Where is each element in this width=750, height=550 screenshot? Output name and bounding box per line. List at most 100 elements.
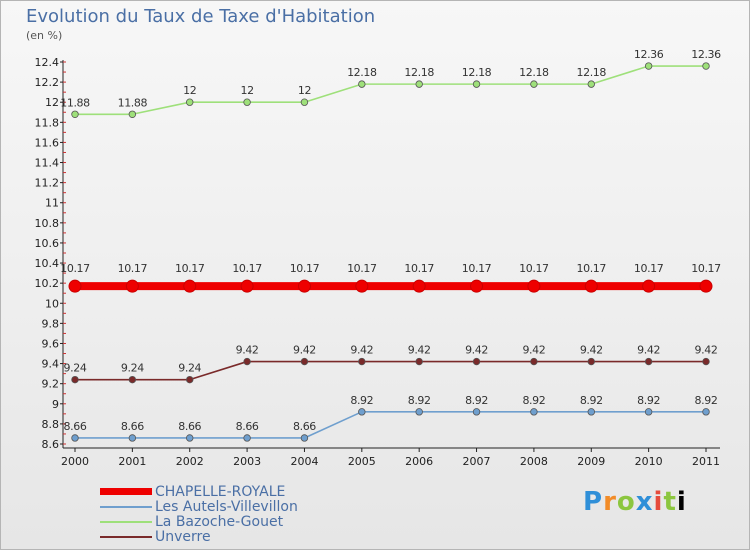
legend-label: CHAPELLE-ROYALE [155, 483, 286, 500]
data-point [472, 408, 481, 416]
data-label: 10.17 [347, 262, 377, 275]
chart-legend: CHAPELLE-ROYALE Les Autels-Villevillon La … [100, 483, 298, 545]
data-label: 12.18 [462, 66, 492, 79]
data-point [587, 357, 595, 366]
series-line [75, 65, 706, 116]
y-tick-label: 9.2 [42, 378, 60, 391]
legend-item: Les Autels-Villevillon [100, 499, 298, 515]
data-label: 10.17 [290, 262, 320, 275]
data-label: 10.17 [577, 262, 607, 275]
logo-letter: r [603, 487, 617, 517]
data-point [472, 80, 481, 88]
x-tick-label: 2005 [348, 455, 376, 468]
data-label: 12 [183, 84, 196, 97]
data-label: 12.18 [577, 66, 607, 79]
data-point [530, 357, 538, 366]
data-label: 9.42 [293, 344, 316, 357]
data-point [183, 279, 197, 293]
y-tick-label: 12.4 [35, 56, 60, 69]
data-point [71, 110, 79, 118]
data-point [702, 62, 710, 70]
legend-swatch [100, 505, 152, 508]
data-point [415, 80, 423, 88]
y-tick-label: 11 [45, 197, 59, 210]
data-label: 9.24 [121, 362, 144, 375]
data-label: 10.17 [232, 262, 262, 275]
data-label: 10.17 [462, 262, 492, 275]
data-point [644, 408, 653, 416]
y-tick-label: 10.8 [35, 217, 60, 230]
data-point [297, 279, 311, 293]
data-label: 9.42 [695, 344, 718, 357]
data-label: 12.36 [634, 48, 664, 61]
x-tick-label: 2001 [118, 455, 146, 468]
data-point [358, 357, 366, 366]
x-tick-label: 2008 [520, 455, 548, 468]
logo-letter: i [676, 487, 687, 517]
legend-item: Unverre [100, 528, 298, 545]
legend-item: La Bazoche-Gouet [100, 514, 298, 530]
data-point [243, 434, 251, 442]
data-label: 9.42 [350, 344, 373, 357]
data-point [243, 357, 251, 366]
data-label: 9.42 [637, 344, 660, 357]
data-label: 9.24 [64, 362, 87, 375]
data-label: 8.66 [293, 420, 316, 433]
y-tick-label: 9.6 [42, 337, 60, 350]
y-tick-label: 10.4 [35, 257, 60, 270]
data-point [644, 62, 653, 70]
data-label: 10.17 [691, 262, 721, 275]
data-point [642, 279, 656, 293]
data-point [587, 408, 595, 416]
data-point [128, 375, 137, 384]
data-label: 9.42 [465, 344, 488, 357]
data-point [71, 375, 79, 384]
logo-letter: P [583, 487, 604, 517]
series-line [75, 411, 706, 439]
data-label: 9.42 [580, 344, 603, 357]
series-line [75, 360, 706, 381]
data-point [300, 357, 309, 366]
data-point [530, 80, 538, 88]
data-label: 8.66 [121, 420, 144, 433]
data-point [71, 434, 79, 442]
data-label: 11.88 [60, 96, 90, 109]
x-tick-label: 2000 [61, 455, 89, 468]
x-tick-label: 2010 [635, 455, 663, 468]
y-axis-unit-label: (en %) [26, 29, 63, 42]
y-tick-label: 9 [52, 398, 59, 411]
data-label: 8.92 [465, 394, 488, 407]
proxiti-logo: Proxiti [583, 487, 687, 517]
data-label: 10.17 [60, 262, 90, 275]
data-label: 10.17 [118, 262, 148, 275]
data-label: 9.42 [522, 344, 545, 357]
data-label: 11.88 [118, 96, 148, 109]
data-point [355, 279, 369, 293]
chart-title: Evolution du Taux de Taxe d'Habitation [26, 6, 376, 27]
data-point [358, 80, 366, 88]
legend-label: Unverre [155, 528, 211, 545]
data-point [470, 279, 484, 293]
data-label: 12.18 [404, 66, 434, 79]
data-point [125, 279, 139, 293]
data-label: 8.66 [178, 420, 201, 433]
data-point [415, 408, 423, 416]
data-label: 12.18 [519, 66, 549, 79]
x-tick-label: 2004 [290, 455, 318, 468]
x-tick-label: 2003 [233, 455, 261, 468]
data-point [702, 357, 710, 366]
data-label: 8.92 [350, 394, 373, 407]
data-label: 12 [240, 84, 253, 97]
data-point [68, 279, 82, 293]
data-point [415, 357, 423, 366]
y-tick-label: 11.4 [35, 157, 60, 170]
y-tick-label: 11.6 [35, 136, 60, 149]
data-point [128, 434, 137, 442]
legend-swatch [100, 520, 152, 523]
data-label: 12 [298, 84, 311, 97]
logo-letter: x [635, 487, 654, 517]
data-label: 8.66 [64, 420, 87, 433]
data-point [702, 408, 710, 416]
